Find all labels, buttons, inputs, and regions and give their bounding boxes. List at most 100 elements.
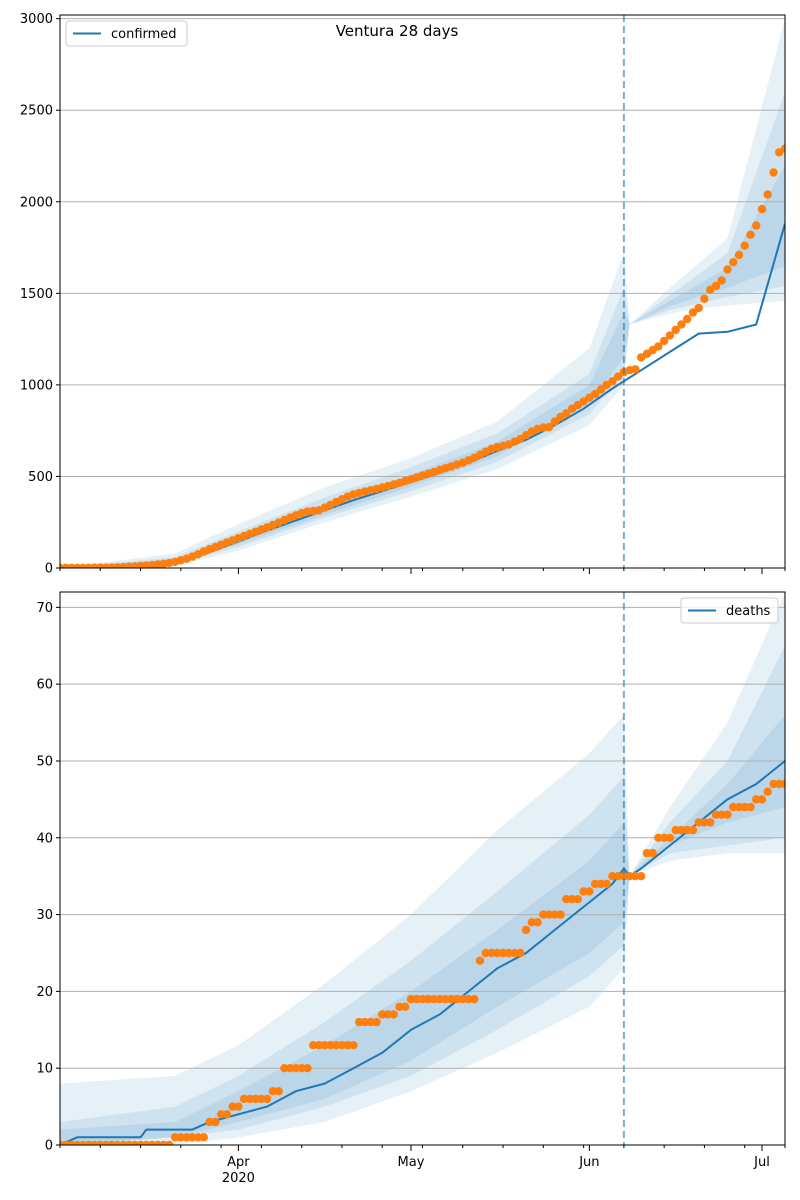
observed-point	[711, 281, 721, 291]
observed-point	[613, 372, 623, 381]
observed-point	[544, 422, 554, 432]
legend-label-deaths: deaths	[726, 604, 771, 619]
observed-point	[723, 265, 732, 274]
observed-point	[688, 308, 698, 317]
observed-point	[631, 365, 640, 374]
observed-point	[671, 325, 680, 335]
observed-point	[165, 1140, 174, 1145]
observed-point	[694, 303, 703, 313]
observed-point	[378, 1010, 387, 1019]
observed-point	[665, 331, 675, 340]
observed-point	[734, 250, 744, 260]
observed-point	[188, 1133, 197, 1142]
observed-point	[688, 825, 698, 835]
observed-point	[729, 802, 738, 812]
observed-point	[487, 948, 496, 958]
confirmed-chart: 0 500 1000 1500 2000 2500 3000 Ventura 28 days…	[20, 12, 786, 577]
observed-point	[562, 895, 571, 904]
observed-point	[677, 320, 686, 329]
observed-point	[729, 258, 738, 267]
observed-point	[441, 994, 450, 1004]
observed-point	[216, 1110, 226, 1119]
observed-point	[700, 294, 709, 303]
observed-point	[700, 818, 709, 827]
observed-point	[337, 1041, 347, 1050]
x-tick-year-label: 2020	[222, 1171, 255, 1186]
y-tick-label: 1500	[20, 287, 53, 302]
observed-point	[389, 1010, 398, 1019]
observed-point	[176, 1133, 185, 1142]
observed-point	[314, 1041, 324, 1050]
confirmed-legend: confirmed	[65, 20, 188, 47]
observed-point	[567, 895, 577, 904]
observed-point	[464, 994, 473, 1004]
confirmed-axes: 0 500 1000 1500 2000 2500 3000	[20, 12, 786, 577]
observed-point	[752, 221, 761, 230]
observed-point	[349, 1041, 358, 1050]
observed-point	[769, 168, 778, 177]
observed-point	[763, 190, 772, 199]
y-tick-label: 40	[36, 831, 53, 846]
observed-point	[625, 872, 634, 881]
y-tick-label: 1000	[20, 378, 53, 393]
observed-point	[412, 994, 421, 1004]
observed-point	[573, 895, 583, 904]
model-median-line	[60, 760, 785, 1145]
y-tick-label: 50	[36, 754, 53, 769]
observed-point	[740, 802, 749, 812]
x-tick-label: Jul	[753, 1155, 770, 1170]
observed-point	[251, 1094, 260, 1104]
observed-point	[504, 948, 513, 958]
observed-point	[280, 1064, 289, 1073]
observed-point	[637, 872, 646, 881]
observed-point	[746, 230, 755, 239]
y-tick-label: 2000	[20, 195, 53, 210]
observed-point	[717, 810, 726, 819]
chart-title: Ventura 28 days	[336, 22, 459, 40]
legend-label-confirmed: confirmed	[111, 27, 177, 42]
observed-point	[211, 1117, 220, 1127]
x-tick-label: May	[398, 1155, 425, 1170]
observed-point	[470, 994, 479, 1004]
observed-point	[752, 795, 761, 804]
observed-point	[493, 948, 502, 958]
observed-point	[665, 833, 675, 842]
y-tick-label: 10	[36, 1062, 53, 1077]
observed-point	[366, 1017, 375, 1027]
y-tick-label: 20	[36, 985, 53, 1000]
observed-point	[562, 409, 571, 418]
observed-point	[757, 795, 767, 804]
observed-point	[590, 879, 600, 889]
observed-point	[355, 1017, 364, 1027]
legend-box	[65, 20, 188, 47]
observed-point	[228, 1102, 237, 1111]
observed-point	[660, 336, 669, 346]
uncertainty-band-1	[60, 645, 785, 1145]
x-tick-label: Jun	[578, 1155, 599, 1170]
observed-point	[677, 825, 686, 835]
observed-point	[291, 1064, 301, 1073]
observed-point	[199, 1133, 208, 1142]
observed-point	[763, 787, 772, 796]
observed-point	[683, 314, 692, 324]
observed-point	[596, 385, 606, 394]
observed-point	[740, 241, 749, 250]
observed-point	[550, 417, 559, 426]
observed-point	[717, 276, 726, 285]
observed-point	[521, 925, 531, 935]
observed-point	[303, 1064, 312, 1073]
observed-point	[401, 1002, 410, 1011]
y-tick-label: 30	[36, 908, 53, 923]
observed-point	[268, 1087, 278, 1096]
observed-point	[326, 1041, 335, 1050]
observed-point	[222, 1110, 232, 1119]
y-tick-label: 0	[45, 562, 53, 577]
observed-point	[775, 779, 784, 789]
observed-point	[550, 910, 559, 919]
y-tick-label: 2500	[20, 104, 53, 119]
observed-point	[452, 994, 462, 1004]
